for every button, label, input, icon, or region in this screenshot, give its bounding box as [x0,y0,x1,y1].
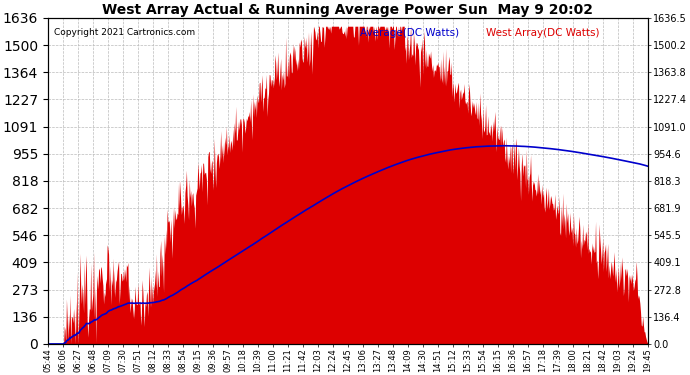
Text: Copyright 2021 Cartronics.com: Copyright 2021 Cartronics.com [54,28,195,37]
Text: Average(DC Watts): Average(DC Watts) [359,28,459,38]
Text: West Array(DC Watts): West Array(DC Watts) [486,28,599,38]
Title: West Array Actual & Running Average Power Sun  May 9 20:02: West Array Actual & Running Average Powe… [102,3,593,17]
